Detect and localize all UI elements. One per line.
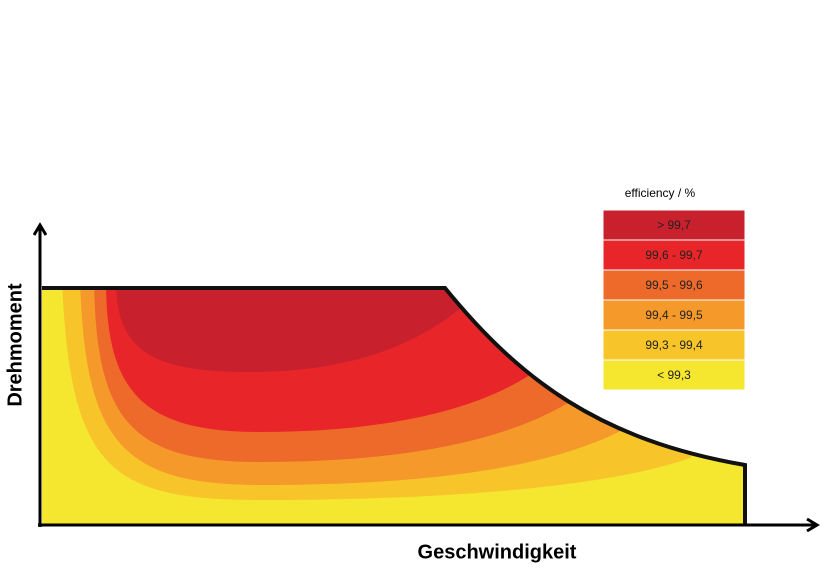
legend-label: 99,3 - 99,4 <box>645 338 703 352</box>
legend-swatch <box>602 329 746 361</box>
y-axis-label: Drehmoment <box>4 283 26 407</box>
legend-label: 99,6 - 99,7 <box>645 248 703 262</box>
legend-label: 99,5 - 99,6 <box>645 278 703 292</box>
legend-label: 99,4 - 99,5 <box>645 308 703 322</box>
x-axis-label: Geschwindigkeit <box>418 541 577 563</box>
legend-swatch <box>602 299 746 331</box>
legend-swatch <box>602 239 746 271</box>
legend-swatch <box>602 209 746 241</box>
legend: > 99,7 99,6 - 99,7 99,5 - 99,6 99,4 - 99,5 9… <box>602 209 746 391</box>
legend-label: > 99,7 <box>657 218 691 232</box>
envelope-outline <box>42 286 747 525</box>
legend-title: efficiency / % <box>625 186 696 200</box>
legend-swatch <box>602 359 746 391</box>
legend-swatch <box>602 269 746 301</box>
efficiency-region <box>116 288 470 372</box>
legend-label: < 99,3 <box>657 368 691 382</box>
